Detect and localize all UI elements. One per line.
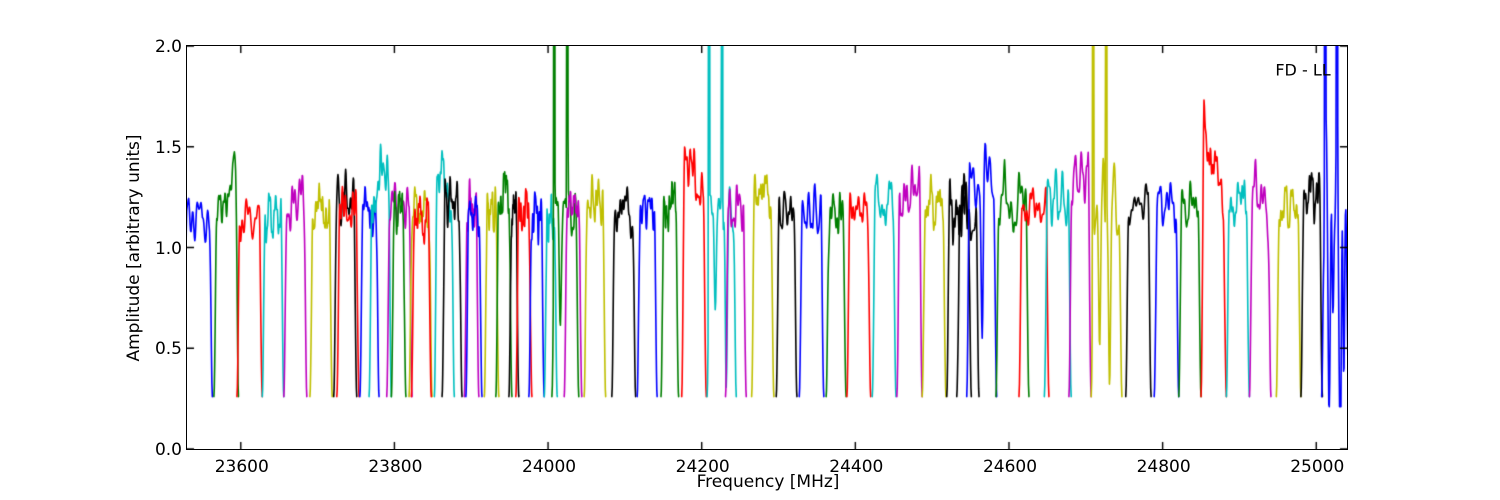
x-tick-label: 24200 [675,457,730,477]
y-tick-label: 1.5 [154,137,182,158]
y-tick-label: 2.0 [154,37,182,57]
x-tick-label: 24600 [982,457,1038,477]
x-axis-label: Frequency [MHz] [696,472,840,492]
y-tick-label: 0.0 [154,440,182,460]
x-tick-label: 24000 [522,457,577,477]
plot-annotation-fd-ll: FD - LL [1275,60,1331,80]
x-tick-label: 24800 [1136,457,1191,477]
y-tick-label: 1.0 [154,238,182,259]
spectrum-plot-area [186,45,1349,451]
x-tick-label: 25000 [1290,457,1345,477]
x-tick-label: 24400 [829,457,884,477]
x-tick-label: 23600 [214,457,269,477]
y-tick-label: 0.5 [154,339,182,360]
x-tick-label: 23800 [368,457,423,477]
